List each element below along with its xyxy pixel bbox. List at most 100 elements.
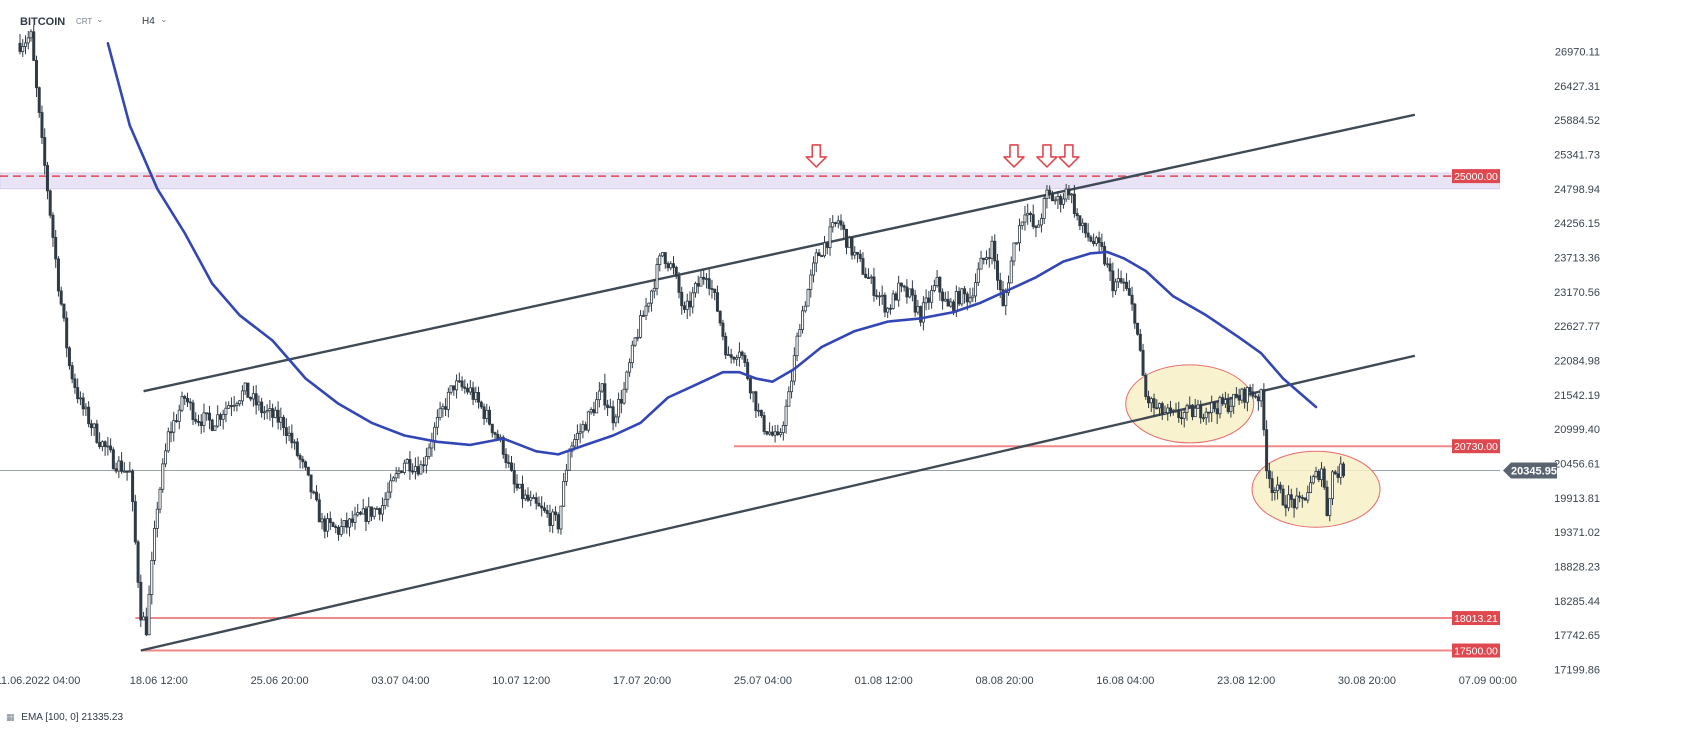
candle-body bbox=[1114, 281, 1118, 292]
candle bbox=[1078, 215, 1082, 231]
candle-body bbox=[647, 302, 651, 307]
candle-body bbox=[1212, 402, 1216, 410]
level-badge-background bbox=[1452, 439, 1500, 454]
candle bbox=[930, 285, 934, 309]
candle bbox=[1281, 484, 1285, 506]
candle-body bbox=[155, 508, 159, 529]
channel-line-upper bbox=[143, 113, 1416, 393]
candle bbox=[781, 421, 785, 441]
candle-body bbox=[158, 488, 162, 510]
candle bbox=[131, 469, 135, 512]
level-badge-background bbox=[1452, 643, 1500, 658]
candle bbox=[658, 253, 662, 272]
candle bbox=[26, 30, 30, 50]
candle-body bbox=[740, 351, 744, 356]
candle bbox=[328, 511, 332, 531]
candle-body bbox=[872, 276, 876, 296]
candle bbox=[628, 358, 632, 377]
candle bbox=[463, 379, 467, 394]
candle bbox=[59, 286, 63, 307]
candle-body bbox=[663, 252, 667, 264]
candle-body bbox=[562, 481, 566, 507]
indicator-legend[interactable]: ▦ EMA [100, 0] 21335.23 bbox=[6, 712, 123, 723]
candle-body bbox=[545, 510, 549, 514]
candle bbox=[271, 403, 275, 428]
candle bbox=[556, 512, 560, 534]
candle-body bbox=[682, 305, 686, 310]
candle bbox=[1163, 405, 1167, 416]
candle-body bbox=[578, 431, 582, 434]
candle bbox=[369, 506, 373, 522]
chart-settings-icon[interactable]: ▦ bbox=[6, 712, 15, 722]
candle-body bbox=[1125, 281, 1129, 289]
candle bbox=[276, 401, 280, 430]
candle bbox=[345, 512, 349, 534]
candle bbox=[740, 350, 744, 360]
candle bbox=[232, 395, 236, 412]
candle-body bbox=[1100, 242, 1104, 247]
candle-body bbox=[1259, 389, 1263, 402]
candle bbox=[471, 381, 475, 406]
candle bbox=[581, 420, 585, 439]
symbol-name[interactable]: BITCOIN bbox=[20, 16, 66, 28]
candle bbox=[298, 453, 302, 469]
candle bbox=[592, 401, 596, 416]
candle bbox=[375, 506, 379, 510]
candle bbox=[1053, 196, 1057, 205]
candle-body bbox=[84, 406, 88, 410]
price-tick-label: 23713.36 bbox=[1554, 253, 1600, 265]
candle bbox=[644, 297, 648, 321]
candle bbox=[1199, 400, 1203, 424]
candle-body bbox=[1331, 471, 1335, 500]
candle bbox=[982, 257, 986, 265]
candle-body bbox=[191, 402, 195, 420]
candle-body bbox=[1306, 492, 1310, 501]
candle bbox=[523, 489, 527, 502]
timeframe-chevron-down-icon[interactable]: ⌄ bbox=[160, 14, 168, 24]
candle bbox=[1267, 462, 1271, 489]
candle-body bbox=[306, 466, 310, 476]
candle-body bbox=[501, 436, 505, 455]
chevron-down-icon[interactable]: ⌄ bbox=[96, 14, 104, 24]
candle-body bbox=[652, 287, 656, 292]
quote-type[interactable]: CRT bbox=[76, 17, 93, 26]
candle bbox=[1309, 475, 1313, 494]
candle bbox=[971, 287, 975, 303]
candle-body bbox=[73, 378, 77, 389]
timeframe-selector[interactable]: H4 bbox=[142, 16, 155, 27]
candle bbox=[677, 272, 681, 299]
candle bbox=[120, 452, 124, 474]
candle bbox=[534, 492, 538, 510]
candle bbox=[441, 403, 445, 418]
candle bbox=[1265, 420, 1269, 479]
candle bbox=[1048, 185, 1052, 200]
candle-body bbox=[114, 468, 118, 472]
candle-body bbox=[850, 237, 854, 256]
candle-body bbox=[1108, 263, 1112, 272]
price-axis-background bbox=[1500, 0, 1691, 749]
candle-body bbox=[512, 470, 516, 485]
candle bbox=[611, 400, 615, 431]
down-arrow-shape bbox=[1036, 144, 1058, 168]
candle bbox=[993, 234, 997, 270]
candle bbox=[773, 424, 777, 443]
candle bbox=[584, 421, 588, 431]
candle bbox=[757, 403, 761, 417]
candle-body bbox=[207, 412, 211, 421]
candle-body bbox=[460, 380, 464, 388]
candle bbox=[729, 348, 733, 364]
candle bbox=[139, 574, 143, 628]
candle-body bbox=[724, 335, 728, 356]
candle bbox=[485, 403, 489, 423]
candle bbox=[765, 431, 769, 436]
candle bbox=[339, 518, 343, 537]
candle bbox=[1116, 268, 1120, 289]
candle bbox=[1171, 408, 1175, 416]
candle-body bbox=[628, 362, 632, 373]
candle-body bbox=[531, 497, 535, 500]
candle-body bbox=[364, 508, 368, 522]
candle-body bbox=[446, 391, 450, 410]
candle-body bbox=[26, 37, 30, 44]
